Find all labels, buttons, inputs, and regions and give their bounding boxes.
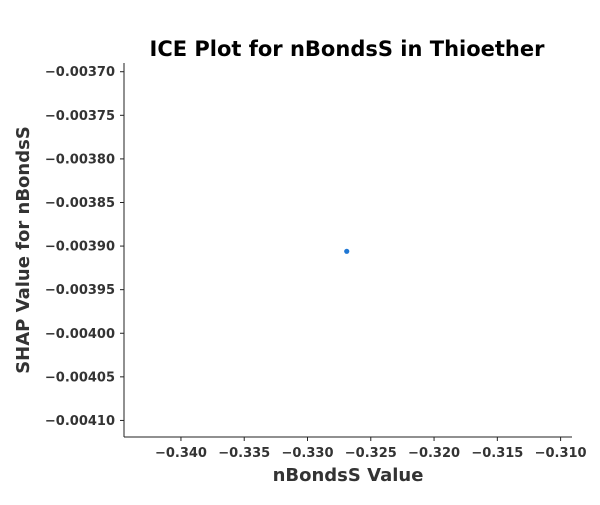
x-axis-label: nBondsS Value [273, 465, 424, 486]
x-tick-label: −0.340 [155, 446, 207, 461]
y-tick-label: −0.00390 [45, 240, 115, 255]
x-tick-label: −0.315 [471, 446, 523, 461]
y-tick-label: −0.00380 [45, 152, 115, 167]
y-tick-label: −0.00400 [45, 327, 115, 342]
x-tick-label: −0.335 [218, 446, 270, 461]
y-tick-label: −0.00395 [45, 283, 115, 298]
y-tick-label: −0.00410 [45, 414, 115, 429]
x-axis-ticks: −0.340 −0.335 −0.330 −0.325 −0.320 −0.315 −0.3… [155, 437, 587, 461]
y-axis-ticks: −0.00370 −0.00375 −0.00380 −0.00385 −0.00390… [45, 65, 124, 429]
x-tick-label: −0.325 [345, 446, 397, 461]
y-tick-label: −0.00405 [45, 370, 115, 385]
x-tick-label: −0.310 [535, 446, 587, 461]
x-tick-label: −0.330 [281, 446, 333, 461]
data-point [344, 248, 350, 254]
y-tick-label: −0.00370 [45, 65, 115, 80]
y-axis-label: SHAP Value for nBondsS [13, 126, 34, 374]
data-points [344, 248, 350, 254]
y-tick-label: −0.00375 [45, 109, 115, 124]
y-tick-label: −0.00385 [45, 196, 115, 211]
x-tick-label: −0.320 [408, 446, 460, 461]
chart-title: ICE Plot for nBondsS in Thioether [150, 37, 546, 61]
